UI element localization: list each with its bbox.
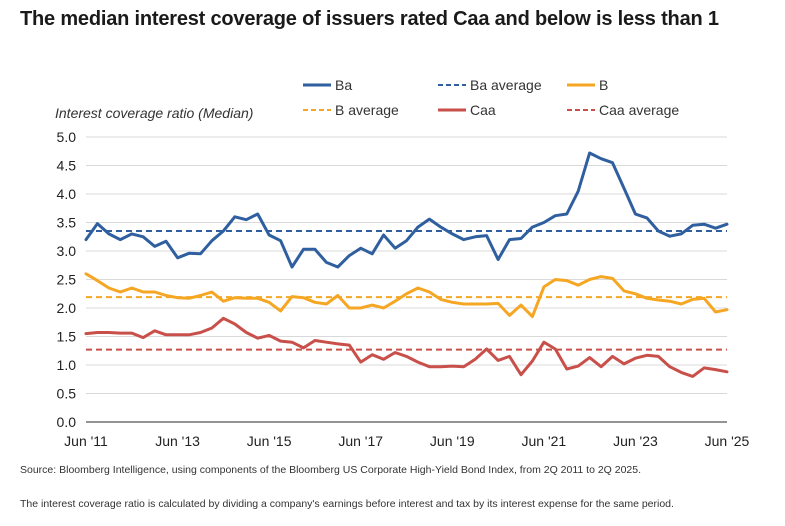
series-caa-line [84, 316, 729, 378]
y-tick-label: 2.0 [57, 300, 77, 316]
x-tick-label: Jun '23 [613, 433, 658, 449]
line-chart: Interest coverage ratio (Median) 0.0 0.5 1.… [55, 77, 750, 449]
legend-label-ba: Ba [335, 77, 352, 93]
chart-headline: The median interest coverage of issuers … [20, 8, 719, 30]
series-ba-line [84, 151, 729, 269]
legend-label-ba-average: Ba average [470, 77, 542, 93]
x-tick-label: Jun '19 [430, 433, 475, 449]
y-axis-label: Interest coverage ratio (Median) [55, 105, 253, 121]
x-tick-label: Jun '15 [247, 433, 292, 449]
legend-label-b-average: B average [335, 102, 399, 118]
definition-note: The interest coverage ratio is calculate… [20, 498, 674, 510]
x-tick-label: Jun '13 [155, 433, 200, 449]
legend-label-caa: Caa [470, 102, 496, 118]
x-tick-label: Jun '17 [338, 433, 383, 449]
y-tick-label: 5.0 [57, 129, 77, 145]
y-tick-label: 4.0 [57, 186, 77, 202]
x-tick-label: Jun '25 [705, 433, 750, 449]
y-tick-label: 3.5 [57, 215, 77, 231]
x-tick-label: Jun '21 [521, 433, 566, 449]
x-tick-label: Jun '11 [64, 433, 108, 449]
legend-label-caa-average: Caa average [599, 102, 679, 118]
y-tick-label: 0.0 [57, 414, 77, 430]
y-tick-label: 3.0 [57, 243, 77, 259]
y-tick-label: 4.5 [57, 158, 77, 174]
series-b-line [84, 272, 729, 319]
y-tick-label: 2.5 [57, 272, 77, 288]
legend-label-b: B [599, 77, 608, 93]
y-tick-label: 0.5 [57, 386, 77, 402]
y-tick-label: 1.5 [57, 329, 77, 345]
y-tick-label: 1.0 [57, 357, 77, 373]
source-note: Source: Bloomberg Intelligence, using co… [20, 464, 642, 476]
